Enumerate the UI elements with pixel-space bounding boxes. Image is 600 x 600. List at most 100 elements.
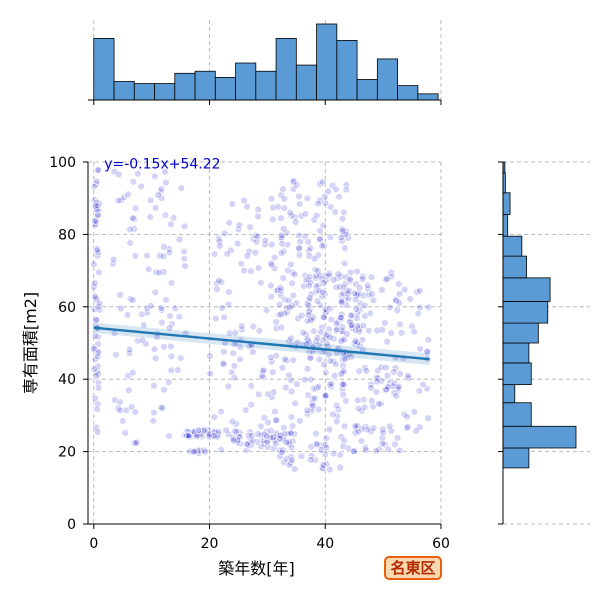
scatter-point <box>355 405 363 413</box>
scatter-point <box>321 391 330 399</box>
scatter-point <box>323 339 331 348</box>
scatter-point <box>171 304 180 312</box>
scatter-point <box>124 190 132 199</box>
scatter-point <box>310 255 319 263</box>
scatter-point <box>131 408 139 416</box>
scatter-point <box>338 380 347 389</box>
scatter-point <box>286 209 294 217</box>
top-histogram-bar <box>174 72 196 101</box>
scatter-point <box>165 324 174 332</box>
scatter-point <box>177 184 186 192</box>
scatter-point <box>262 306 271 314</box>
scatter-point <box>95 268 103 277</box>
scatter-point <box>359 396 368 404</box>
scatter-point <box>210 413 219 421</box>
top-histogram-bar <box>336 40 358 101</box>
scatter-point <box>174 366 182 374</box>
scatter-point <box>317 446 325 454</box>
scatter-point <box>162 179 170 187</box>
scatter-point <box>378 439 387 448</box>
scatter-point <box>91 279 99 287</box>
scatter-point <box>242 406 250 414</box>
scatter-point <box>167 366 175 374</box>
scatter-point <box>350 289 358 298</box>
scatter-point <box>289 291 297 299</box>
scatter-point <box>306 354 314 362</box>
scatter-point <box>382 385 390 394</box>
scatter-point <box>396 446 404 455</box>
scatter-point <box>190 448 198 456</box>
scatter-point <box>243 252 252 260</box>
scatter-point <box>280 430 289 438</box>
scatter-point <box>180 222 189 231</box>
scatter-point <box>270 253 279 262</box>
scatter-point <box>150 409 158 417</box>
scatter-point <box>296 237 304 246</box>
scatter-point <box>337 233 345 242</box>
scatter-point <box>92 423 101 432</box>
scatter-point <box>395 299 403 307</box>
scatter-point <box>260 366 268 374</box>
scatter-point <box>91 332 100 340</box>
scatter-point <box>351 337 360 345</box>
scatter-point <box>94 379 103 387</box>
y-tick-label: 100 <box>49 155 76 171</box>
scatter-point <box>186 447 194 456</box>
scatter-point <box>338 355 347 364</box>
scatter-point <box>253 232 262 241</box>
scatter-point <box>181 262 189 270</box>
scatter-point <box>424 303 433 311</box>
scatter-point <box>94 384 103 392</box>
scatter-point <box>229 436 238 444</box>
scatter-point <box>217 408 225 416</box>
scatter-point <box>361 403 369 411</box>
scatter-point <box>249 322 258 331</box>
scatter-point <box>288 279 296 287</box>
scatter-point <box>387 272 396 281</box>
scatter-point <box>396 320 404 328</box>
scatter-point <box>255 390 263 398</box>
scatter-point <box>322 368 330 377</box>
scatter-point <box>114 196 123 205</box>
scatter-point <box>91 202 100 210</box>
scatter-point <box>232 427 241 436</box>
scatter-point <box>291 465 299 473</box>
scatter-point <box>261 236 269 245</box>
scatter-point <box>363 425 372 434</box>
scatter-point <box>356 284 364 292</box>
scatter-point <box>150 345 159 353</box>
scatter-point <box>424 414 432 422</box>
scatter-point <box>249 235 258 243</box>
scatter-point <box>361 302 369 310</box>
scatter-point <box>361 312 369 320</box>
scatter-point <box>247 267 255 275</box>
top-histogram-bar <box>133 83 155 101</box>
scatter-point <box>127 403 136 411</box>
scatter-point <box>311 266 320 274</box>
scatter-point <box>116 291 124 299</box>
scatter-point <box>383 338 391 346</box>
scatter-point <box>359 291 368 300</box>
scatter-point <box>158 404 167 413</box>
scatter-point <box>307 375 315 384</box>
scatter-point <box>378 286 386 294</box>
scatter-point <box>314 199 322 208</box>
top-histogram-bar <box>154 83 176 101</box>
scatter-point <box>304 238 312 246</box>
scatter-point <box>278 364 287 372</box>
scatter-point <box>110 167 119 176</box>
scatter-point <box>267 292 275 301</box>
scatter-point <box>93 352 102 361</box>
scatter-point <box>254 264 263 272</box>
scatter-point <box>287 334 295 342</box>
scatter-point <box>206 352 214 360</box>
scatter-point <box>282 438 291 447</box>
scatter-point <box>316 301 324 309</box>
scatter-point <box>115 170 123 179</box>
scatter-point <box>155 269 164 277</box>
scatter-point <box>336 463 344 472</box>
scatter-point <box>132 439 140 447</box>
scatter-point <box>247 432 256 440</box>
scatter-point <box>285 371 293 380</box>
scatter-point <box>382 363 390 372</box>
